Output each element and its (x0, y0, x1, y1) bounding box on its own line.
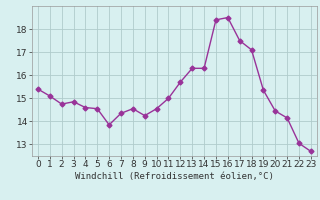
X-axis label: Windchill (Refroidissement éolien,°C): Windchill (Refroidissement éolien,°C) (75, 172, 274, 181)
